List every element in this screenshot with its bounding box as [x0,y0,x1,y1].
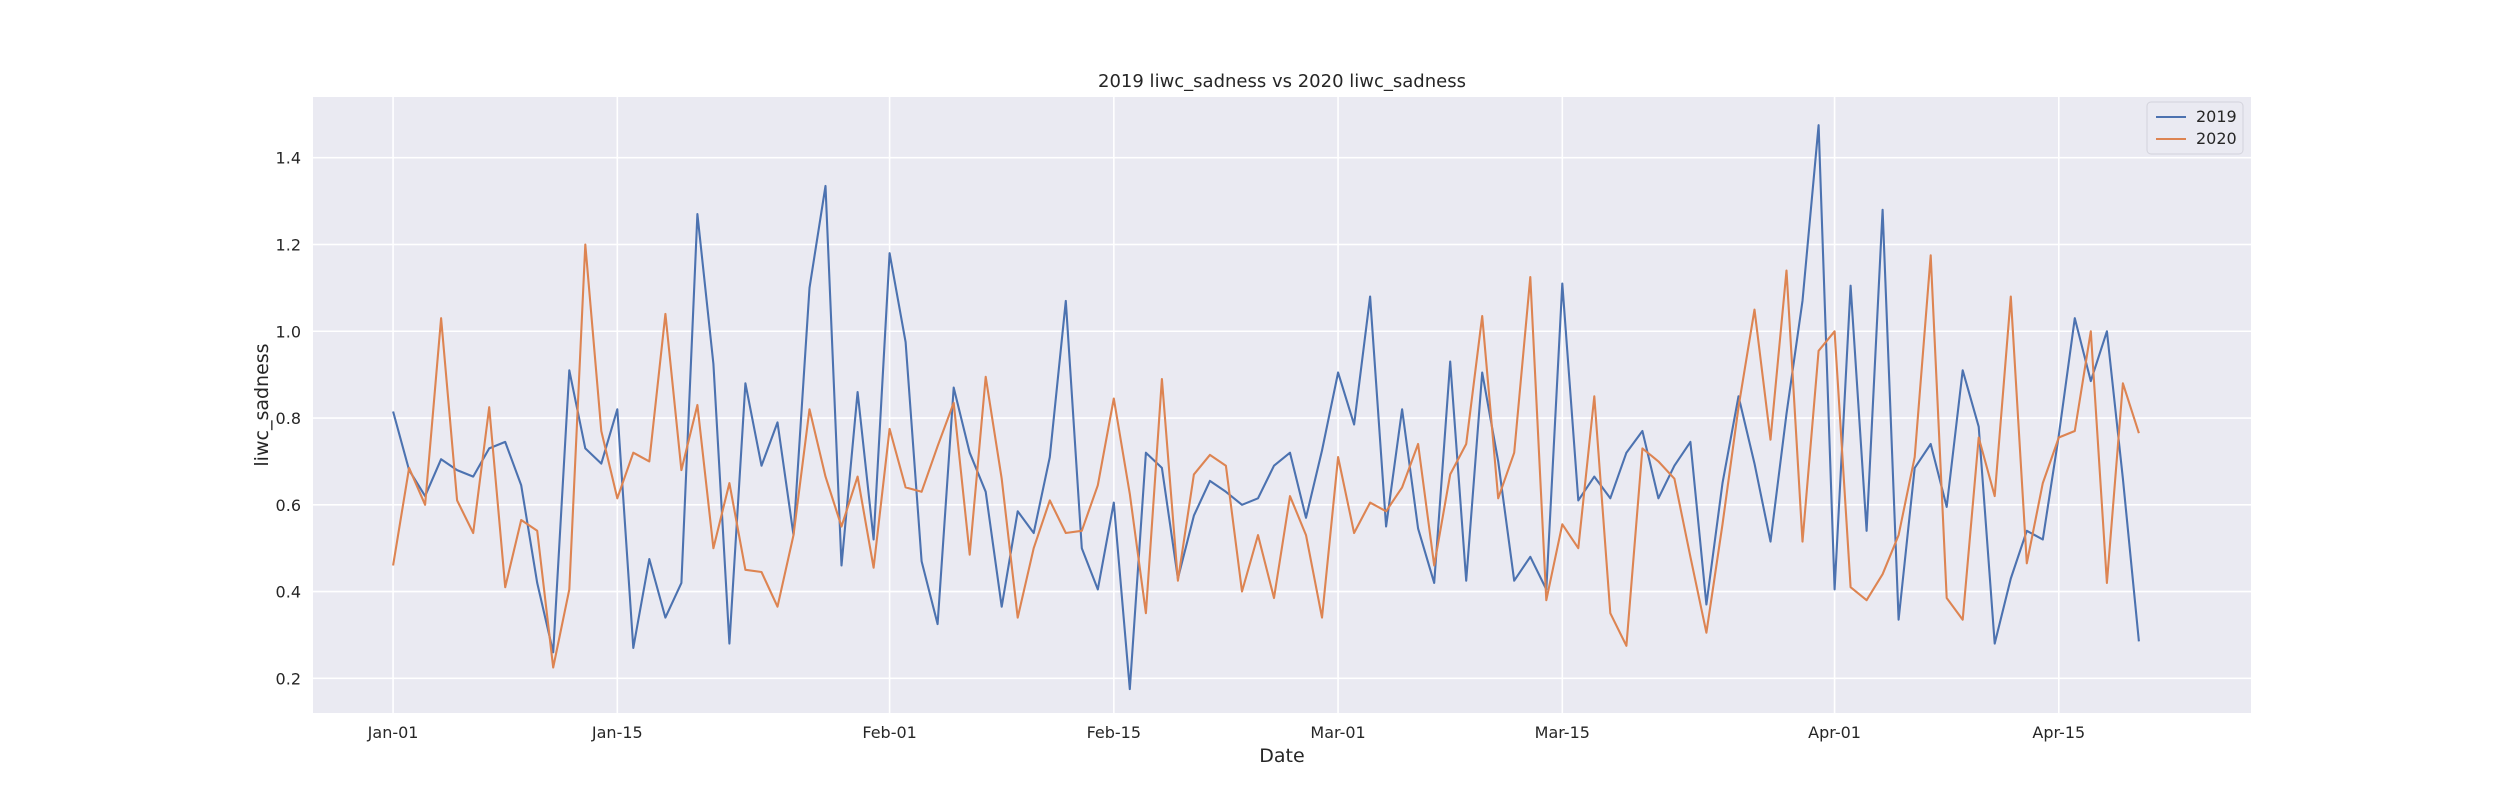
x-tick-label: Mar-01 [1310,723,1365,742]
legend-entry-2019: 2019 [2196,107,2237,126]
x-tick-label: Feb-15 [1087,723,1141,742]
x-tick-label: Jan-15 [591,723,643,742]
ticks-layer: 0.2 0.4 0.6 0.8 1.0 1.2 1.4 Jan-01 Jan-15 Feb-01 F… [276,149,2086,742]
legend-box [2146,101,2244,155]
series-line-2019 [392,124,2140,691]
y-tick-label: 1.4 [276,149,301,168]
x-tick-label: Apr-15 [2032,723,2085,742]
x-tick-label: Apr-01 [1808,723,1861,742]
y-axis-label: liwc_sadness [251,343,273,466]
chart-title: 2019 liwc_sadness vs 2020 liwc_sadness [1098,71,1466,92]
y-tick-label: 0.6 [276,496,301,515]
plot-background [313,97,2251,713]
x-tick-label: Mar-15 [1535,723,1590,742]
legend: 2019 2020 [2146,101,2244,155]
y-tick-label: 1.2 [276,235,301,254]
y-tick-label: 0.2 [276,669,301,688]
x-tick-label: Jan-01 [367,723,419,742]
series-layer [392,124,2140,691]
series-line-2020 [392,243,2140,669]
y-tick-label: 1.0 [276,322,301,341]
x-tick-label: Feb-01 [862,723,916,742]
legend-entry-2020: 2020 [2196,129,2237,148]
x-axis-label: Date [1259,745,1304,767]
y-tick-label: 0.8 [276,409,301,428]
y-tick-label: 0.4 [276,583,301,602]
grid-layer [313,97,2251,713]
